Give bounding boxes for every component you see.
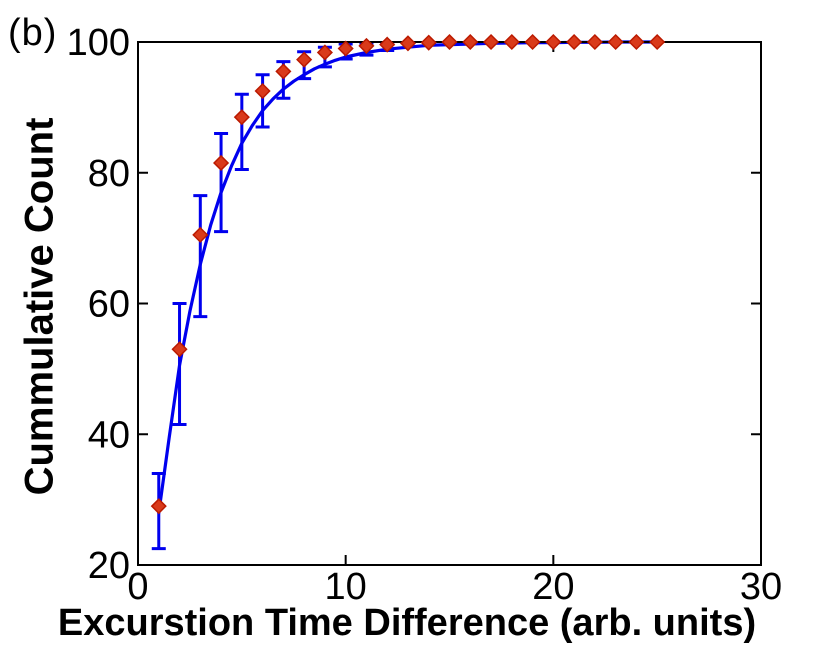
data-point-marker xyxy=(649,33,666,51)
data-point-marker xyxy=(150,498,167,515)
y-tick-label: 20 xyxy=(88,545,130,587)
data-point-marker xyxy=(192,226,209,243)
data-point-marker xyxy=(628,33,645,51)
data-point-marker xyxy=(607,33,624,51)
fit-line xyxy=(157,40,659,515)
x-tick-label: 20 xyxy=(532,566,574,608)
data-point-marker xyxy=(275,63,292,80)
data-point-marker xyxy=(420,34,437,51)
data-point-marker xyxy=(462,33,479,51)
data-point-marker xyxy=(441,33,458,51)
data-point-marker xyxy=(254,82,271,100)
y-tick-label: 100 xyxy=(67,22,130,64)
data-point-marker xyxy=(566,33,583,51)
data-point-marker xyxy=(482,33,500,51)
data-point-marker xyxy=(379,36,396,53)
y-tick-label: 40 xyxy=(88,414,130,456)
y-tick-label: 60 xyxy=(88,284,130,326)
data-point-marker xyxy=(545,33,562,51)
x-tick-label: 10 xyxy=(325,566,367,608)
error-bar xyxy=(234,92,249,171)
data-point-marker xyxy=(337,40,354,57)
x-axis-title: Excurstion Time Difference (arb. units) xyxy=(57,602,757,644)
data-point-marker xyxy=(399,35,417,52)
data-point-marker xyxy=(171,341,188,358)
x-tick-label: 30 xyxy=(740,566,782,608)
error-bar xyxy=(214,132,229,234)
data-point-marker xyxy=(358,37,375,54)
panel-label: (b) xyxy=(8,12,58,54)
data-point-marker xyxy=(233,109,250,126)
x-tick-label: 0 xyxy=(127,566,148,608)
data-point-marker xyxy=(296,51,313,68)
data-point-marker xyxy=(586,33,603,51)
error-bar xyxy=(193,194,208,319)
data-point-marker xyxy=(316,44,333,61)
data-point-marker xyxy=(503,33,520,51)
data-point-marker xyxy=(213,154,230,172)
axes-box xyxy=(137,41,762,566)
data-point-marker xyxy=(524,33,541,51)
y-tick-label: 80 xyxy=(88,153,130,195)
y-axis-title: Cummulative Count xyxy=(17,117,62,496)
